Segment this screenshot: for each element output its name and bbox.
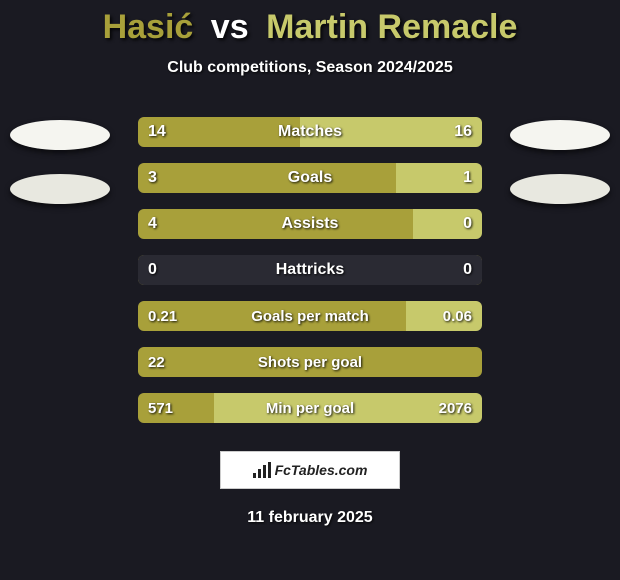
stat-value-right: 0.06 [443, 308, 472, 325]
avatar-left-1 [10, 120, 110, 150]
stat-value-right: 0 [463, 261, 472, 279]
stat-value-left: 3 [148, 169, 157, 187]
chart-icon [253, 462, 271, 478]
stat-row: 22Shots per goal [138, 347, 482, 377]
logo-box[interactable]: FcTables.com [220, 451, 400, 489]
stat-value-left: 14 [148, 123, 166, 141]
stat-label: Goals [138, 169, 482, 187]
subtitle: Club competitions, Season 2024/2025 [0, 59, 620, 77]
avatar-right-1 [510, 120, 610, 150]
avatar-left-stack [10, 120, 110, 204]
stat-label: Shots per goal [138, 354, 482, 371]
avatar-right-2 [510, 174, 610, 204]
avatar-right-stack [510, 120, 610, 204]
avatar-left-2 [10, 174, 110, 204]
stats-container: 14Matches163Goals14Assists00Hattricks00.… [138, 117, 482, 423]
stat-row: 0Hattricks0 [138, 255, 482, 285]
stat-value-right: 0 [463, 215, 472, 233]
stat-label: Hattricks [138, 261, 482, 279]
date-text: 11 february 2025 [0, 509, 620, 527]
stat-row: 14Matches16 [138, 117, 482, 147]
stat-label: Assists [138, 215, 482, 233]
stat-value-left: 4 [148, 215, 157, 233]
page-title: Hasić vs Martin Remacle [0, 0, 620, 47]
stat-value-left: 0.21 [148, 308, 177, 325]
stat-value-left: 571 [148, 400, 173, 417]
stat-value-left: 22 [148, 354, 165, 371]
stat-label: Min per goal [138, 400, 482, 417]
stat-value-right: 1 [463, 169, 472, 187]
stat-row: 3Goals1 [138, 163, 482, 193]
stat-row: 4Assists0 [138, 209, 482, 239]
stat-value-right: 16 [454, 123, 472, 141]
title-right: Martin Remacle [266, 8, 517, 46]
logo-text: FcTables.com [275, 462, 368, 478]
stat-label: Matches [138, 123, 482, 141]
stat-value-left: 0 [148, 261, 157, 279]
title-left: Hasić [103, 8, 194, 46]
stat-row: 571Min per goal2076 [138, 393, 482, 423]
stat-row: 0.21Goals per match0.06 [138, 301, 482, 331]
stat-label: Goals per match [138, 308, 482, 325]
stat-value-right: 2076 [439, 400, 472, 417]
title-vs: vs [211, 8, 249, 46]
